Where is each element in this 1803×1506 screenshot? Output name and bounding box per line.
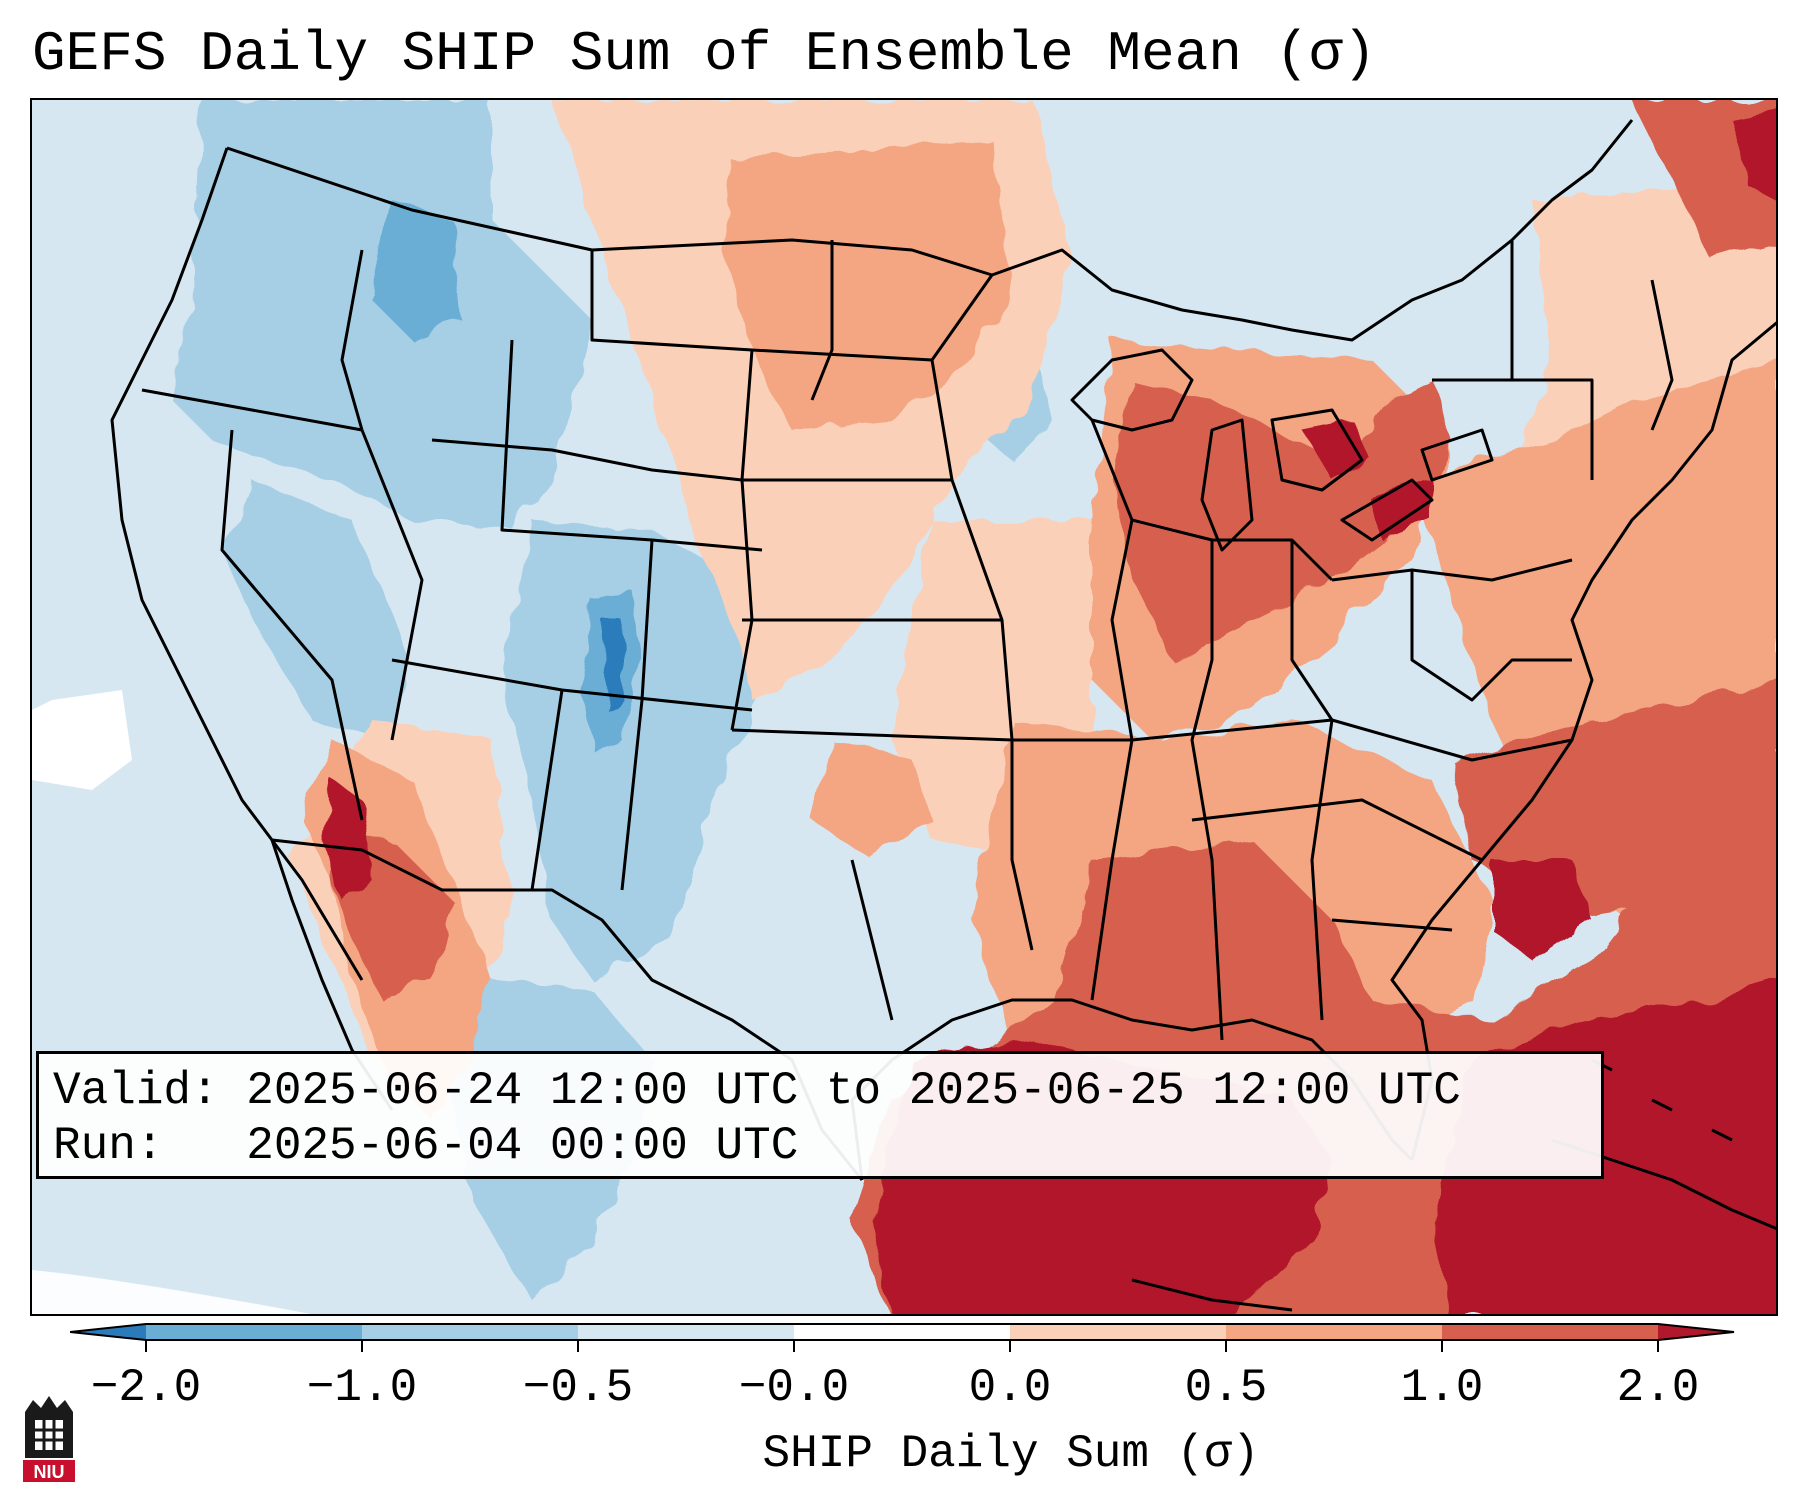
valid-time-line: Valid: 2025-06-24 12:00 UTC to 2025-06-2… (53, 1065, 1461, 1117)
colorbar-tick-label: 2.0 (1616, 1362, 1700, 1414)
colorbar-tick-label: 1.0 (1400, 1362, 1484, 1414)
borders (110, 119, 1776, 1312)
colorbar-segment (146, 1324, 362, 1340)
logo-window-grid-icon (35, 1420, 63, 1450)
strong-positive-region (1132, 880, 1222, 980)
state-line (590, 250, 933, 362)
logo-banner (23, 1460, 75, 1482)
state-line (1331, 558, 1573, 582)
state-line (620, 539, 654, 891)
state-line (1410, 570, 1572, 702)
state-line (530, 689, 564, 891)
lake-huron (1270, 408, 1364, 492)
colorbar-segments (70, 1323, 1735, 1341)
lake-michigan (1200, 418, 1254, 552)
state-line (1191, 798, 1483, 862)
colorbar-tick-label: −0.5 (522, 1362, 634, 1414)
state-line (730, 349, 754, 731)
state-line (500, 339, 763, 552)
colorbar-ticks (145, 1340, 1659, 1352)
lake-erie (1340, 478, 1434, 542)
valid-time-info-box: Valid: 2025-06-24 12:00 UTC to 2025-06-2… (36, 1051, 1604, 1179)
lake-superior (1070, 348, 1194, 432)
state-line (1331, 918, 1453, 932)
colorbar-extend-max (1658, 1324, 1734, 1340)
state-line (431, 438, 952, 482)
strongest-negative-region (602, 620, 624, 710)
colorbar-segment (1442, 1324, 1658, 1340)
canada-border (226, 119, 1634, 342)
colorbar-tick-label: −0.0 (738, 1362, 850, 1414)
colorbar-extend-min (70, 1324, 146, 1340)
yucatan-coastline (1131, 1278, 1293, 1312)
colorbar-label: SHIP Daily Sum (σ) (762, 1428, 1260, 1480)
lake-ontario (1420, 428, 1494, 482)
strongest-positive-region (1732, 110, 1776, 199)
colorbar-tick-label: 0.5 (1184, 1362, 1268, 1414)
state-line (1131, 718, 1573, 762)
missing-data-patch (32, 690, 132, 790)
state-line (1190, 540, 1224, 1041)
negative-region (172, 100, 592, 530)
colorbar-tick-label: −2.0 (90, 1362, 202, 1414)
state-line (1432, 378, 1594, 480)
state-line (1650, 279, 1674, 431)
state-line (930, 274, 1034, 951)
strongest-positive-region (1492, 860, 1592, 960)
colorbar-segment (1226, 1324, 1442, 1340)
state-line (340, 249, 364, 431)
state-line (810, 240, 834, 401)
negative-region (222, 480, 412, 740)
logo-text: NIU (34, 1462, 65, 1482)
atlantic-coastline (1390, 321, 1776, 1161)
strong-negative-region (372, 200, 462, 340)
colorbar-tick-label: −1.0 (306, 1362, 418, 1414)
moderate-positive-region (812, 740, 932, 860)
state-line (850, 859, 894, 1021)
colorbar-segment (794, 1324, 1010, 1340)
colorbar (70, 1323, 1735, 1352)
state-line (360, 429, 424, 741)
state-line (1131, 518, 1334, 582)
map-title: GEFS Daily SHIP Sum of Ensemble Mean (σ) (32, 22, 1377, 86)
state-line (1090, 419, 1134, 1001)
niu-logo: NIU (23, 1396, 75, 1482)
state-line (220, 429, 364, 821)
run-time-line: Run: 2025-06-04 00:00 UTC (53, 1120, 799, 1172)
logo-window-icon (35, 1420, 63, 1450)
colorbar-segment (1010, 1324, 1226, 1340)
colorbar-tick-label: 0.0 (968, 1362, 1052, 1414)
moderate-positive-region (722, 140, 1012, 430)
pacific-coastline (110, 147, 364, 981)
colorbar-segment (362, 1324, 578, 1340)
colorbar-segment (578, 1324, 794, 1340)
state-line (141, 388, 363, 432)
